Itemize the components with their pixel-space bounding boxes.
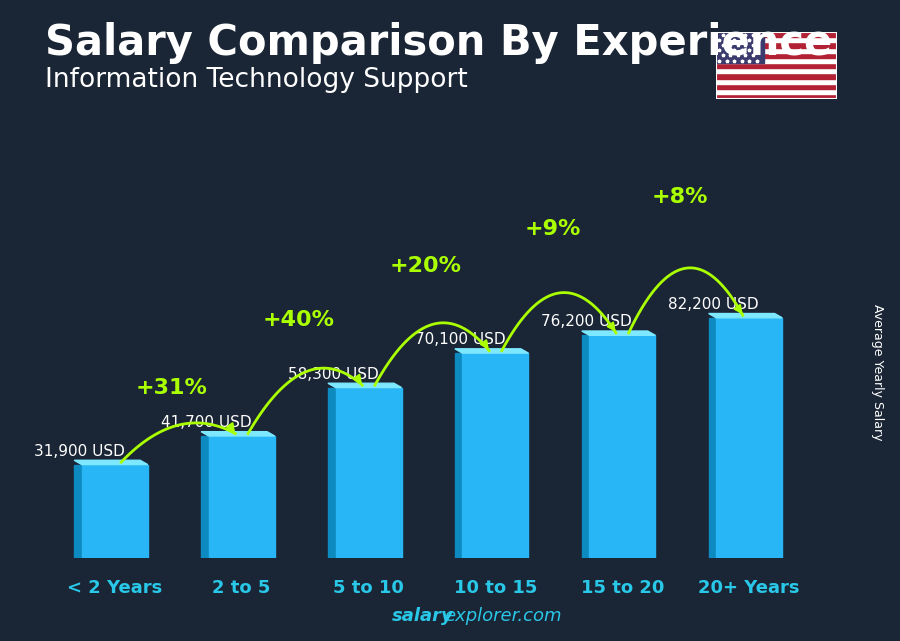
Text: Salary Comparison By Experience: Salary Comparison By Experience xyxy=(45,22,832,65)
Text: +40%: +40% xyxy=(263,310,335,330)
Text: 20+ Years: 20+ Years xyxy=(698,579,800,597)
Bar xyxy=(590,335,655,558)
Text: 76,200 USD: 76,200 USD xyxy=(542,314,632,329)
Bar xyxy=(716,42,837,47)
Text: Information Technology Support: Information Technology Support xyxy=(45,67,468,94)
Text: 31,900 USD: 31,900 USD xyxy=(34,444,125,458)
Text: +31%: +31% xyxy=(136,378,208,397)
Polygon shape xyxy=(708,313,782,318)
Bar xyxy=(716,63,837,69)
Text: explorer.com: explorer.com xyxy=(444,607,562,625)
Bar xyxy=(716,69,837,74)
Text: +9%: +9% xyxy=(525,219,580,239)
Text: salary: salary xyxy=(392,607,454,625)
Bar xyxy=(716,53,837,58)
Bar xyxy=(716,47,837,53)
Polygon shape xyxy=(328,388,336,558)
Text: 41,700 USD: 41,700 USD xyxy=(161,415,251,430)
Bar xyxy=(82,465,148,558)
Text: 70,100 USD: 70,100 USD xyxy=(415,332,505,347)
Text: 15 to 20: 15 to 20 xyxy=(580,579,664,597)
Bar xyxy=(716,58,837,63)
Polygon shape xyxy=(581,331,655,335)
Bar xyxy=(716,32,837,37)
Bar xyxy=(716,84,837,89)
Polygon shape xyxy=(201,431,274,436)
Text: +20%: +20% xyxy=(390,256,462,276)
Text: < 2 Years: < 2 Years xyxy=(68,579,162,597)
Bar xyxy=(716,79,837,84)
Bar xyxy=(463,353,528,558)
Text: 5 to 10: 5 to 10 xyxy=(333,579,404,597)
Polygon shape xyxy=(581,335,590,558)
Text: 2 to 5: 2 to 5 xyxy=(212,579,271,597)
Bar xyxy=(209,436,274,558)
Text: 82,200 USD: 82,200 USD xyxy=(669,297,759,312)
Bar xyxy=(716,318,782,558)
Polygon shape xyxy=(708,318,716,558)
Bar xyxy=(716,32,764,63)
Bar xyxy=(716,89,837,94)
Polygon shape xyxy=(454,353,463,558)
Polygon shape xyxy=(201,436,209,558)
Polygon shape xyxy=(454,349,528,353)
Polygon shape xyxy=(74,460,148,465)
Text: +8%: +8% xyxy=(652,187,707,208)
Bar xyxy=(716,94,837,99)
Polygon shape xyxy=(74,465,82,558)
Text: 58,300 USD: 58,300 USD xyxy=(288,367,378,381)
Text: Average Yearly Salary: Average Yearly Salary xyxy=(871,304,884,440)
Text: 10 to 15: 10 to 15 xyxy=(454,579,537,597)
Bar xyxy=(336,388,401,558)
Polygon shape xyxy=(328,383,401,388)
Bar xyxy=(716,37,837,42)
Bar xyxy=(716,74,837,79)
